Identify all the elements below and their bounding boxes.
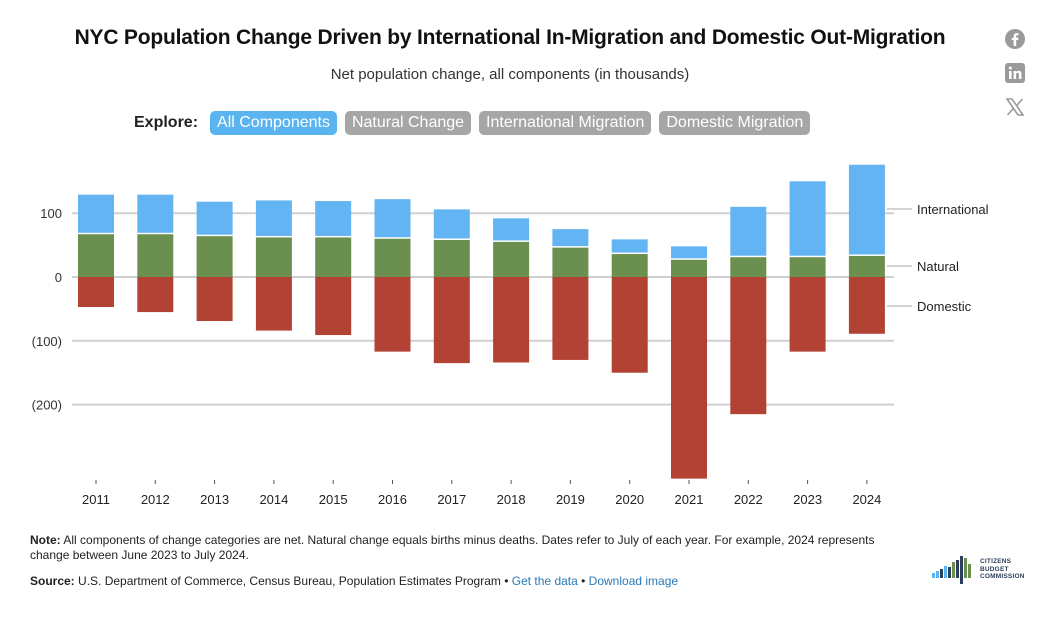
- source-text: U.S. Department of Commerce, Census Bure…: [74, 574, 501, 588]
- x-tick-label: 2012: [141, 492, 170, 507]
- bar-domestic: [730, 277, 767, 415]
- source-line: Source: U.S. Department of Commerce, Cen…: [30, 574, 678, 588]
- legend-domestic: Domestic: [917, 299, 972, 314]
- bar-natural: [433, 239, 470, 277]
- bar-international: [789, 181, 826, 256]
- download-image-link[interactable]: Download image: [588, 574, 679, 588]
- bar-international: [730, 206, 767, 256]
- x-tick-label: 2016: [378, 492, 407, 507]
- bar-international: [848, 164, 885, 255]
- bar-international: [433, 209, 470, 239]
- note-text: All components of change categories are …: [30, 533, 875, 562]
- bar-natural: [315, 237, 352, 277]
- legend-international: International: [917, 202, 989, 217]
- separator: •: [500, 574, 512, 588]
- bar-natural: [671, 259, 707, 277]
- chart-subtitle: Net population change, all components (i…: [330, 66, 690, 83]
- separator: •: [577, 574, 589, 588]
- x-icon[interactable]: [1004, 96, 1026, 118]
- bar-domestic: [671, 277, 707, 479]
- bar-natural: [374, 238, 411, 277]
- bar-international: [196, 201, 233, 235]
- bar-natural: [196, 236, 233, 277]
- logo-text: CITIZENS BUDGET COMMISSION: [980, 558, 1025, 580]
- x-tick-label: 2021: [675, 492, 704, 507]
- bar-domestic: [78, 277, 114, 307]
- bar-domestic: [848, 277, 885, 334]
- bar-natural: [493, 241, 530, 277]
- bar-natural: [789, 257, 826, 277]
- bar-international: [78, 194, 114, 233]
- bar-domestic: [433, 277, 470, 364]
- x-tick-label: 2022: [734, 492, 763, 507]
- bar-domestic: [374, 277, 411, 352]
- facebook-icon[interactable]: [1004, 28, 1026, 50]
- bar-natural: [730, 257, 767, 277]
- x-tick-label: 2011: [82, 492, 110, 507]
- explore-label: Explore:: [134, 114, 199, 131]
- bar-international: [137, 194, 174, 233]
- bar-international: [315, 201, 352, 236]
- bar-international: [493, 218, 530, 241]
- x-tick-label: 2020: [615, 492, 644, 507]
- bar-international: [611, 239, 648, 253]
- x-tick-label: 2013: [200, 492, 229, 507]
- bar-international: [552, 229, 589, 247]
- x-tick-label: 2014: [259, 492, 288, 507]
- natural-change-button[interactable]: Natural Change: [344, 111, 472, 135]
- bar-natural: [611, 254, 648, 277]
- legend-natural: Natural: [917, 259, 959, 274]
- bar-natural: [255, 237, 292, 277]
- bar-domestic: [611, 277, 648, 373]
- bar-domestic: [137, 277, 174, 313]
- chart-title: NYC Population Change Driven by Internat…: [74, 26, 946, 49]
- bar-domestic: [196, 277, 233, 322]
- note: Note: All components of change categorie…: [30, 533, 910, 563]
- y-tick-label: 100: [40, 206, 62, 221]
- bar-natural: [137, 234, 174, 277]
- explore-toolbar: Explore: All Components Natural Change I…: [134, 110, 811, 136]
- bar-domestic: [255, 277, 292, 331]
- logo-bars-icon: [932, 556, 971, 584]
- population-change-chart: 100 0 (100) (200) 2011 2012 2013 2014 2015 2016 20…: [32, 164, 989, 507]
- y-tick-label: (200): [32, 398, 62, 413]
- x-tick-label: 2019: [556, 492, 585, 507]
- bar-natural: [552, 247, 589, 277]
- bar-natural: [848, 255, 885, 277]
- bar-natural: [78, 234, 114, 277]
- x-tick-label: 2017: [437, 492, 466, 507]
- bar-domestic: [315, 277, 352, 336]
- y-tick-label: 0: [55, 270, 62, 285]
- domestic-migration-button[interactable]: Domestic Migration: [659, 111, 811, 135]
- y-tick-label: (100): [32, 334, 62, 349]
- all-components-button[interactable]: All Components: [210, 111, 337, 135]
- bar-domestic: [789, 277, 826, 352]
- bar-domestic: [552, 277, 589, 360]
- bar-international: [255, 200, 292, 236]
- x-tick-label: 2015: [319, 492, 348, 507]
- bar-international: [374, 199, 411, 238]
- source-label: Source:: [30, 574, 75, 588]
- x-tick-label: 2023: [793, 492, 822, 507]
- bar-domestic: [493, 277, 530, 363]
- x-tick-label: 2024: [852, 492, 881, 507]
- linkedin-icon[interactable]: [1004, 62, 1026, 84]
- x-tick-label: 2018: [497, 492, 526, 507]
- international-migration-button[interactable]: International Migration: [479, 111, 652, 135]
- note-label: Note:: [30, 533, 61, 547]
- bar-international: [671, 246, 707, 259]
- cbc-logo[interactable]: CITIZENS BUDGET COMMISSION: [930, 556, 1030, 586]
- get-data-link[interactable]: Get the data: [511, 574, 578, 588]
